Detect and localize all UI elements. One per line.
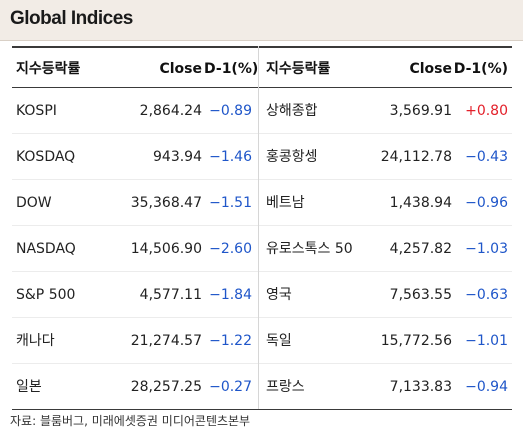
header-name-left: 지수등락률 <box>16 61 81 77</box>
table-row: NASDAQ 14,506.90 −2.60 유로스톡스 50 4,257.82 −1.0… <box>12 226 512 272</box>
close-value-right: 15,772.56 <box>380 333 452 349</box>
change-value-right: −1.03 <box>465 241 508 257</box>
change-value-right: −1.01 <box>465 333 508 349</box>
column-divider <box>258 46 259 410</box>
index-name-right: 독일 <box>266 333 292 349</box>
table-row: 일본 28,257.25 −0.27 프랑스 7,133.83 −0.94 <box>12 364 512 410</box>
index-name-left: NASDAQ <box>16 241 76 257</box>
title-bar: Global Indices <box>0 0 523 41</box>
close-value-right: 7,133.83 <box>389 379 452 395</box>
close-value-left: 35,368.47 <box>130 195 202 211</box>
table-header: 지수등락률 Close D-1(%) 지수등락률 Close D-1(%) <box>12 46 512 88</box>
header-close-left: Close <box>159 61 202 77</box>
table-row: S&P 500 4,577.11 −1.84 영국 7,563.55 −0.63 <box>12 272 512 318</box>
change-value-left: −1.46 <box>209 149 252 165</box>
index-name-left: 일본 <box>16 379 42 395</box>
header-name-right: 지수등락률 <box>266 61 331 77</box>
close-value-left: 4,577.11 <box>139 287 202 303</box>
table-row: DOW 35,368.47 −1.51 베트남 1,438.94 −0.96 <box>12 180 512 226</box>
header-change-left: D-1(%) <box>204 61 259 77</box>
index-name-left: S&P 500 <box>16 287 76 303</box>
page-title: Global Indices <box>10 8 133 29</box>
change-value-right: −0.96 <box>465 195 508 211</box>
close-value-right: 4,257.82 <box>389 241 452 257</box>
index-name-left: 캐나다 <box>16 333 55 349</box>
change-value-left: −2.60 <box>209 241 252 257</box>
change-value-left: −1.22 <box>209 333 252 349</box>
index-name-right: 홍콩항셍 <box>266 149 318 165</box>
table-row: KOSDAQ 943.94 −1.46 홍콩항셍 24,112.78 −0.43 <box>12 134 512 180</box>
change-value-right: −0.43 <box>465 149 508 165</box>
change-value-left: −0.27 <box>209 379 252 395</box>
close-value-right: 1,438.94 <box>389 195 452 211</box>
index-name-left: DOW <box>16 195 52 211</box>
change-value-right: +0.80 <box>465 103 508 119</box>
close-value-left: 943.94 <box>153 149 202 165</box>
change-value-right: −0.94 <box>465 379 508 395</box>
close-value-left: 2,864.24 <box>139 103 202 119</box>
source-note: 자료: 블룸버그, 미래에셋증권 미디어콘텐츠본부 <box>10 414 251 428</box>
index-name-right: 베트남 <box>266 195 305 211</box>
close-value-right: 24,112.78 <box>380 149 452 165</box>
table-bottom-rule <box>12 409 512 410</box>
close-value-left: 14,506.90 <box>130 241 202 257</box>
index-name-right: 영국 <box>266 287 292 303</box>
index-name-right: 프랑스 <box>266 379 305 395</box>
index-name-right: 유로스톡스 50 <box>266 241 353 257</box>
close-value-left: 21,274.57 <box>130 333 202 349</box>
change-value-left: −0.89 <box>209 103 252 119</box>
table-row: KOSPI 2,864.24 −0.89 상해종합 3,569.91 +0.80 <box>12 88 512 134</box>
index-name-left: KOSDAQ <box>16 149 76 165</box>
change-value-right: −0.63 <box>465 287 508 303</box>
change-value-left: −1.84 <box>209 287 252 303</box>
close-value-right: 7,563.55 <box>389 287 452 303</box>
close-value-left: 28,257.25 <box>130 379 202 395</box>
table-row: 캐나다 21,274.57 −1.22 독일 15,772.56 −1.01 <box>12 318 512 364</box>
change-value-left: −1.51 <box>209 195 252 211</box>
header-change-right: D-1(%) <box>453 61 508 77</box>
close-value-right: 3,569.91 <box>389 103 452 119</box>
header-close-right: Close <box>409 61 452 77</box>
index-name-left: KOSPI <box>16 103 57 119</box>
index-name-right: 상해종합 <box>266 103 318 119</box>
